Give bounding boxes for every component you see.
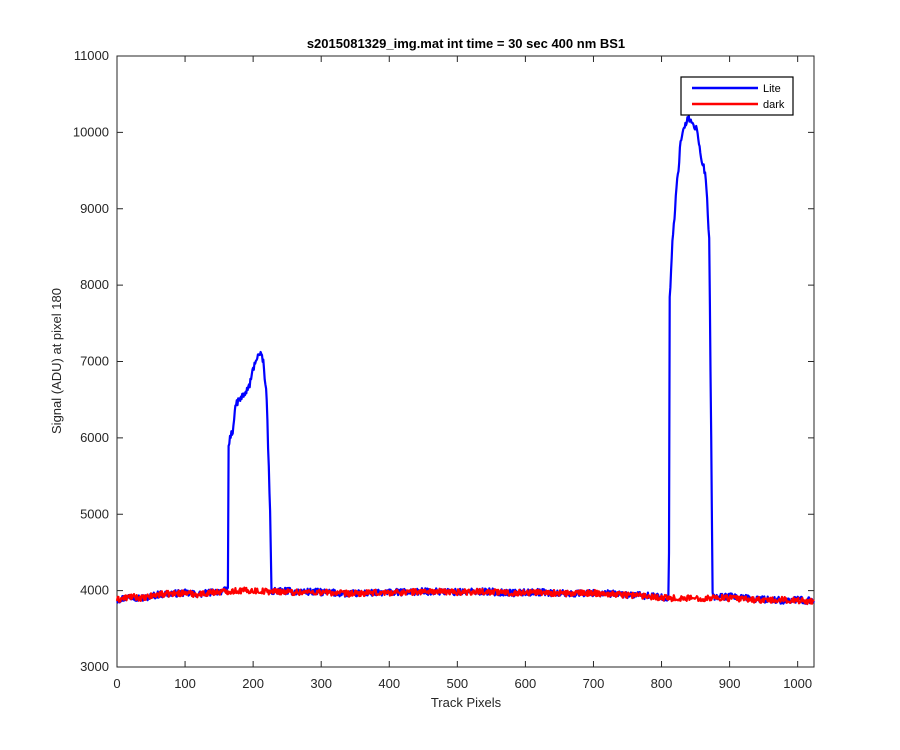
y-tick-label: 6000 bbox=[80, 430, 109, 445]
y-tick-label: 11000 bbox=[74, 48, 109, 63]
x-tick-label: 700 bbox=[583, 676, 605, 691]
y-tick-label: 9000 bbox=[80, 201, 109, 216]
x-tick-label: 400 bbox=[378, 676, 400, 691]
legend: Lite dark bbox=[680, 76, 794, 116]
series-line-dark bbox=[115, 586, 815, 606]
y-axis-ticks: 3000 4000 5000 6000 7000 8000 9000 10000 11000 bbox=[73, 48, 814, 674]
plot-area-box bbox=[116, 55, 815, 668]
y-tick-label: 3000 bbox=[80, 659, 109, 674]
y-tick-label: 5000 bbox=[80, 506, 109, 521]
y-tick-label: 10000 bbox=[73, 124, 109, 139]
legend-label-lite: Lite bbox=[763, 83, 781, 95]
x-tick-label: 100 bbox=[174, 676, 196, 691]
x-tick-label: 200 bbox=[242, 676, 264, 691]
series-layer bbox=[115, 114, 815, 606]
x-tick-label: 600 bbox=[515, 676, 537, 691]
y-axis-label: Signal (ADU) at pixel 180 bbox=[49, 288, 64, 434]
x-tick-label: 500 bbox=[446, 676, 468, 691]
y-tick-label: 7000 bbox=[80, 354, 109, 369]
chart-title: s2015081329_img.mat int time = 30 sec 40… bbox=[307, 36, 625, 51]
y-tick-label: 8000 bbox=[80, 277, 109, 292]
x-tick-label: 900 bbox=[719, 676, 741, 691]
x-axis-label: Track Pixels bbox=[431, 695, 502, 710]
x-tick-label: 1000 bbox=[783, 676, 812, 691]
x-tick-label: 0 bbox=[113, 676, 120, 691]
legend-box bbox=[680, 76, 794, 116]
x-tick-label: 800 bbox=[651, 676, 673, 691]
x-tick-label: 300 bbox=[310, 676, 332, 691]
x-axis-ticks: 0 100 200 300 400 500 600 700 800 900 1000 bbox=[113, 56, 812, 691]
y-tick-label: 4000 bbox=[80, 583, 109, 598]
legend-label-dark: dark bbox=[763, 99, 785, 111]
